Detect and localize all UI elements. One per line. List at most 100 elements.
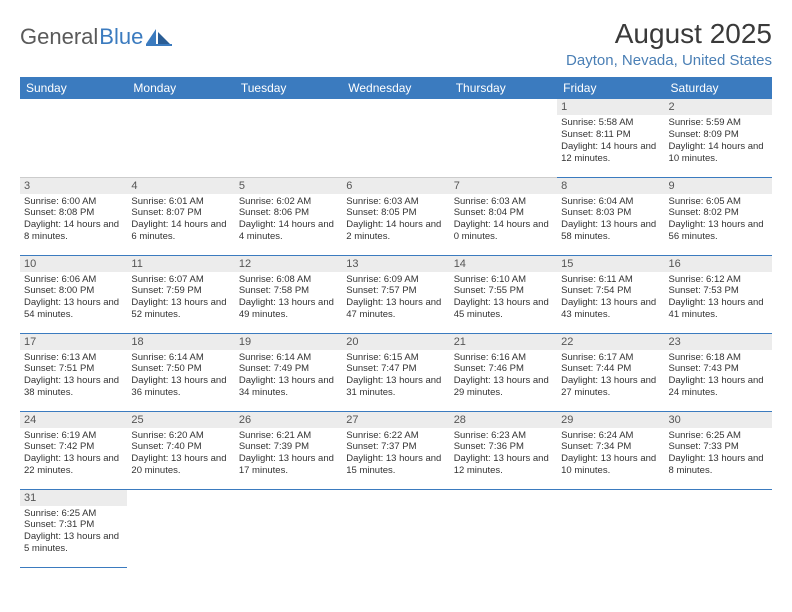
day-number: 26	[235, 412, 342, 428]
calendar-day-cell: 29Sunrise: 6:24 AMSunset: 7:34 PMDayligh…	[557, 411, 664, 489]
day-number: 4	[127, 178, 234, 194]
calendar-day-cell: 30Sunrise: 6:25 AMSunset: 7:33 PMDayligh…	[665, 411, 772, 489]
calendar-day-cell: 8Sunrise: 6:04 AMSunset: 8:03 PMDaylight…	[557, 177, 664, 255]
day-number: 16	[665, 256, 772, 272]
sunrise-text: Sunrise: 6:23 AM	[454, 430, 553, 442]
calendar-week-row: 17Sunrise: 6:13 AMSunset: 7:51 PMDayligh…	[20, 333, 772, 411]
calendar-day-cell: 24Sunrise: 6:19 AMSunset: 7:42 PMDayligh…	[20, 411, 127, 489]
day-details: Sunrise: 6:03 AMSunset: 8:04 PMDaylight:…	[454, 196, 553, 244]
day-number: 21	[450, 334, 557, 350]
calendar-day-cell: 1Sunrise: 5:58 AMSunset: 8:11 PMDaylight…	[557, 99, 664, 177]
daylight-text: Daylight: 13 hours and 36 minutes.	[131, 375, 230, 399]
calendar-day-cell: 14Sunrise: 6:10 AMSunset: 7:55 PMDayligh…	[450, 255, 557, 333]
sunrise-text: Sunrise: 6:06 AM	[24, 274, 123, 286]
month-title: August 2025	[566, 18, 772, 50]
day-details: Sunrise: 6:14 AMSunset: 7:49 PMDaylight:…	[239, 352, 338, 400]
day-number: 2	[665, 99, 772, 115]
sunset-text: Sunset: 8:03 PM	[561, 207, 660, 219]
calendar-empty-cell	[342, 99, 449, 177]
day-details: Sunrise: 6:22 AMSunset: 7:37 PMDaylight:…	[346, 430, 445, 478]
daylight-text: Daylight: 13 hours and 17 minutes.	[239, 453, 338, 477]
calendar-day-cell: 5Sunrise: 6:02 AMSunset: 8:06 PMDaylight…	[235, 177, 342, 255]
daylight-text: Daylight: 13 hours and 38 minutes.	[24, 375, 123, 399]
sunrise-text: Sunrise: 6:00 AM	[24, 196, 123, 208]
sunset-text: Sunset: 8:09 PM	[669, 129, 768, 141]
calendar-empty-cell	[665, 489, 772, 567]
daylight-text: Daylight: 13 hours and 15 minutes.	[346, 453, 445, 477]
sunset-text: Sunset: 8:05 PM	[346, 207, 445, 219]
location-text: Dayton, Nevada, United States	[566, 52, 772, 69]
sunset-text: Sunset: 7:46 PM	[454, 363, 553, 375]
daylight-text: Daylight: 13 hours and 49 minutes.	[239, 297, 338, 321]
calendar-empty-cell	[557, 489, 664, 567]
sunset-text: Sunset: 8:11 PM	[561, 129, 660, 141]
day-number: 18	[127, 334, 234, 350]
day-number: 12	[235, 256, 342, 272]
daylight-text: Daylight: 13 hours and 34 minutes.	[239, 375, 338, 399]
calendar-day-cell: 21Sunrise: 6:16 AMSunset: 7:46 PMDayligh…	[450, 333, 557, 411]
calendar-empty-cell	[450, 489, 557, 567]
calendar-empty-cell	[20, 99, 127, 177]
daylight-text: Daylight: 13 hours and 43 minutes.	[561, 297, 660, 321]
daylight-text: Daylight: 14 hours and 8 minutes.	[24, 219, 123, 243]
calendar-day-cell: 6Sunrise: 6:03 AMSunset: 8:05 PMDaylight…	[342, 177, 449, 255]
column-header: Thursday	[450, 77, 557, 99]
calendar-day-cell: 17Sunrise: 6:13 AMSunset: 7:51 PMDayligh…	[20, 333, 127, 411]
calendar-empty-cell	[127, 99, 234, 177]
sunrise-text: Sunrise: 6:09 AM	[346, 274, 445, 286]
sunset-text: Sunset: 8:06 PM	[239, 207, 338, 219]
calendar-header-row: SundayMondayTuesdayWednesdayThursdayFrid…	[20, 77, 772, 99]
column-header: Wednesday	[342, 77, 449, 99]
calendar-week-row: 10Sunrise: 6:06 AMSunset: 8:00 PMDayligh…	[20, 255, 772, 333]
calendar-empty-cell	[235, 99, 342, 177]
day-number: 6	[342, 178, 449, 194]
day-details: Sunrise: 6:05 AMSunset: 8:02 PMDaylight:…	[669, 196, 768, 244]
sunrise-text: Sunrise: 6:01 AM	[131, 196, 230, 208]
sunset-text: Sunset: 7:50 PM	[131, 363, 230, 375]
day-details: Sunrise: 6:08 AMSunset: 7:58 PMDaylight:…	[239, 274, 338, 322]
day-number: 7	[450, 178, 557, 194]
header: General Blue August 2025 Dayton, Nevada,…	[20, 18, 772, 69]
column-header: Monday	[127, 77, 234, 99]
sunset-text: Sunset: 7:33 PM	[669, 441, 768, 453]
day-details: Sunrise: 6:25 AMSunset: 7:31 PMDaylight:…	[24, 508, 123, 556]
logo: General Blue	[20, 24, 172, 50]
title-block: August 2025 Dayton, Nevada, United State…	[566, 18, 772, 69]
daylight-text: Daylight: 14 hours and 0 minutes.	[454, 219, 553, 243]
daylight-text: Daylight: 13 hours and 56 minutes.	[669, 219, 768, 243]
column-header: Sunday	[20, 77, 127, 99]
sunrise-text: Sunrise: 6:17 AM	[561, 352, 660, 364]
sunset-text: Sunset: 7:37 PM	[346, 441, 445, 453]
day-number: 19	[235, 334, 342, 350]
calendar-empty-cell	[235, 489, 342, 567]
calendar-table: SundayMondayTuesdayWednesdayThursdayFrid…	[20, 77, 772, 568]
sunrise-text: Sunrise: 6:07 AM	[131, 274, 230, 286]
calendar-day-cell: 23Sunrise: 6:18 AMSunset: 7:43 PMDayligh…	[665, 333, 772, 411]
day-number: 11	[127, 256, 234, 272]
sunset-text: Sunset: 7:44 PM	[561, 363, 660, 375]
day-details: Sunrise: 6:17 AMSunset: 7:44 PMDaylight:…	[561, 352, 660, 400]
sunset-text: Sunset: 7:34 PM	[561, 441, 660, 453]
daylight-text: Daylight: 13 hours and 22 minutes.	[24, 453, 123, 477]
day-details: Sunrise: 5:59 AMSunset: 8:09 PMDaylight:…	[669, 117, 768, 165]
calendar-day-cell: 22Sunrise: 6:17 AMSunset: 7:44 PMDayligh…	[557, 333, 664, 411]
daylight-text: Daylight: 13 hours and 54 minutes.	[24, 297, 123, 321]
sunrise-text: Sunrise: 6:12 AM	[669, 274, 768, 286]
day-details: Sunrise: 6:21 AMSunset: 7:39 PMDaylight:…	[239, 430, 338, 478]
day-details: Sunrise: 6:09 AMSunset: 7:57 PMDaylight:…	[346, 274, 445, 322]
calendar-day-cell: 28Sunrise: 6:23 AMSunset: 7:36 PMDayligh…	[450, 411, 557, 489]
sunset-text: Sunset: 7:54 PM	[561, 285, 660, 297]
day-number: 1	[557, 99, 664, 115]
calendar-day-cell: 2 Sunrise: 5:59 AMSunset: 8:09 PMDaylight…	[665, 99, 772, 177]
calendar-day-cell: 18Sunrise: 6:14 AMSunset: 7:50 PMDayligh…	[127, 333, 234, 411]
calendar-day-cell: 20Sunrise: 6:15 AMSunset: 7:47 PMDayligh…	[342, 333, 449, 411]
calendar-day-cell: 4Sunrise: 6:01 AMSunset: 8:07 PMDaylight…	[127, 177, 234, 255]
day-details: Sunrise: 6:25 AMSunset: 7:33 PMDaylight:…	[669, 430, 768, 478]
sunset-text: Sunset: 8:07 PM	[131, 207, 230, 219]
day-number: 8	[557, 178, 664, 194]
calendar-day-cell: 13Sunrise: 6:09 AMSunset: 7:57 PMDayligh…	[342, 255, 449, 333]
calendar-day-cell: 19 Sunrise: 6:14 AMSunset: 7:49 PMDayligh…	[235, 333, 342, 411]
day-details: Sunrise: 6:07 AMSunset: 7:59 PMDaylight:…	[131, 274, 230, 322]
calendar-day-cell: 7 Sunrise: 6:03 AMSunset: 8:04 PMDaylight…	[450, 177, 557, 255]
day-number: 15	[557, 256, 664, 272]
